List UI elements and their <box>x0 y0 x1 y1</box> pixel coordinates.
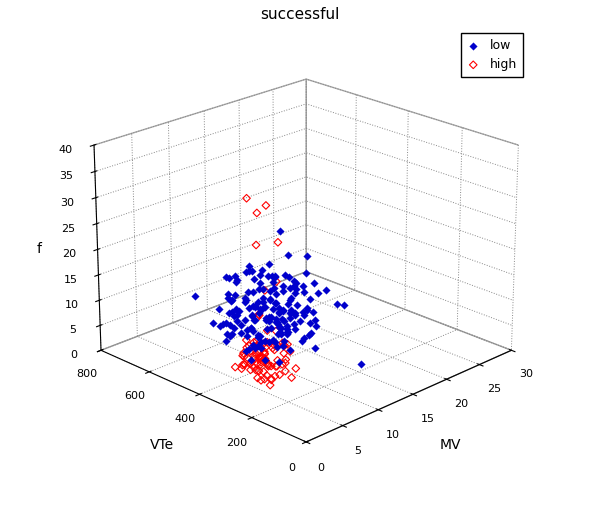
X-axis label: MV: MV <box>439 437 461 452</box>
Legend: low, high: low, high <box>461 33 523 77</box>
Title: successful: successful <box>260 7 340 23</box>
Y-axis label: VTe: VTe <box>151 437 175 452</box>
